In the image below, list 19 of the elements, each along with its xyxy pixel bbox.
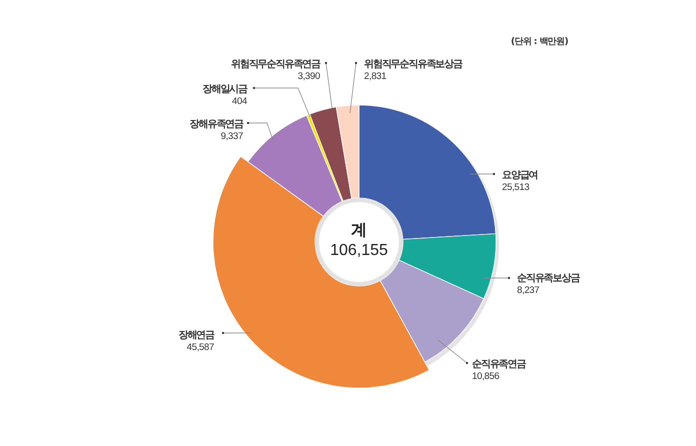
text: 계 — [351, 220, 367, 239]
slice-label: 위험직무순직유족보상금 — [364, 59, 463, 70]
data-label: 404 — [232, 96, 248, 107]
slice-label: 순직유족보상금 — [517, 273, 580, 284]
data-label: 2,831 — [364, 71, 386, 82]
text: 106,155 — [330, 242, 388, 259]
slice-label: 요양급여 — [502, 170, 538, 181]
data-label: 10,856 — [472, 371, 500, 382]
slice-label: 장해유족연금 — [190, 119, 244, 130]
slice-label: 장해연금 — [178, 330, 216, 341]
data-label: 45,587 — [186, 342, 214, 353]
data-label: 3,390 — [298, 71, 320, 82]
text: (단위 : 백만원) — [510, 37, 568, 47]
slice-label: 장해일시금 — [202, 84, 248, 95]
slice-label: 순직유족연금 — [472, 359, 526, 370]
slice-label: 위험직무순직유족연금 — [230, 59, 322, 70]
data-label: 9,337 — [220, 131, 244, 142]
data-label: 8,237 — [517, 285, 540, 296]
data-label: 25,513 — [502, 182, 530, 193]
